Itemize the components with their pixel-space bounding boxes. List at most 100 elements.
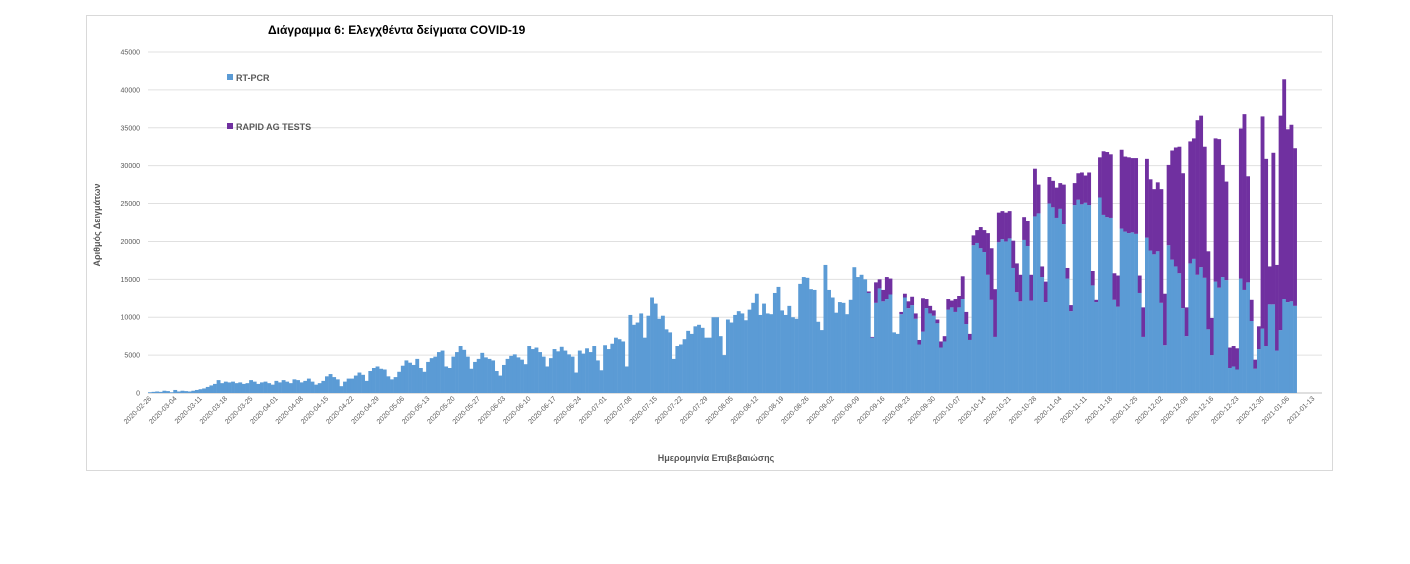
y-tick-label: 10000 <box>121 315 141 322</box>
bar-rt-pcr <box>1101 214 1106 393</box>
bar-rt-pcr <box>588 352 593 393</box>
bar-rt-pcr <box>325 376 329 393</box>
bar-rapid-ag <box>1231 346 1236 367</box>
bar-rt-pcr <box>986 274 990 393</box>
bar-rt-pcr <box>1043 302 1048 393</box>
bar-rt-pcr <box>274 380 279 393</box>
bar-rt-pcr <box>837 302 842 393</box>
bar-rt-pcr <box>194 389 199 393</box>
bar-rt-pcr <box>809 289 813 393</box>
bar-rt-pcr <box>715 317 719 393</box>
bar-rt-pcr <box>1098 197 1102 393</box>
bar-rt-pcr <box>577 350 582 393</box>
bar-rt-pcr <box>675 346 680 393</box>
bar-rapid-ag <box>1061 184 1066 225</box>
bar-rt-pcr <box>245 383 250 393</box>
bar-rt-pcr <box>1210 355 1214 393</box>
bar-rt-pcr <box>921 331 925 393</box>
bar-rt-pcr <box>718 336 723 393</box>
bar-rapid-ag <box>1199 115 1204 268</box>
bar-rt-pcr <box>368 371 373 393</box>
bar-rt-pcr <box>270 384 275 393</box>
bar-rapid-ag <box>960 276 965 300</box>
bar-rt-pcr <box>642 337 647 393</box>
bar-rt-pcr <box>1202 277 1207 393</box>
bar-rt-pcr <box>790 317 795 393</box>
bar-rt-pcr <box>744 320 748 393</box>
bar-rt-pcr <box>552 349 557 393</box>
bar-rt-pcr <box>1152 254 1157 393</box>
bar-rt-pcr <box>1275 350 1279 393</box>
bar-rt-pcr <box>595 360 600 393</box>
bar-rt-pcr <box>1076 199 1081 393</box>
bar-rt-pcr <box>1083 202 1088 393</box>
bar-rt-pcr <box>621 341 626 393</box>
bar-rt-pcr <box>433 356 438 393</box>
bar-rt-pcr <box>686 330 691 393</box>
bar-rt-pcr <box>1069 311 1073 393</box>
bar-rt-pcr <box>205 386 210 393</box>
legend-swatch-rt-pcr <box>227 74 233 80</box>
bar-rt-pcr <box>819 330 824 393</box>
bar-rt-pcr <box>386 376 391 393</box>
bar-rt-pcr <box>1191 258 1196 393</box>
bar-rt-pcr <box>704 337 709 393</box>
bar-rt-pcr <box>772 292 777 393</box>
bar-rapid-ag <box>1217 139 1222 288</box>
bar-rt-pcr <box>350 378 355 393</box>
bar-rapid-ag <box>1293 148 1297 306</box>
bar-rt-pcr <box>711 317 716 393</box>
bar-rapid-ag <box>1130 158 1135 233</box>
bar-rapid-ag <box>899 311 904 315</box>
bar-rt-pcr <box>1282 299 1287 393</box>
bar-rt-pcr <box>978 248 983 393</box>
x-axis-title: Ημερομηνία Επιβεβαιώσης <box>658 453 775 463</box>
bar-rt-pcr <box>209 385 214 393</box>
bar-rt-pcr <box>426 361 431 393</box>
bar-rt-pcr <box>751 302 756 393</box>
bar-rapid-ag <box>921 298 925 332</box>
bar-rt-pcr <box>884 299 889 393</box>
bar-rt-pcr <box>1137 292 1142 393</box>
bar-rt-pcr <box>512 354 517 393</box>
y-tick-label: 35000 <box>121 125 141 132</box>
bar-rt-pcr <box>1206 329 1211 393</box>
bar-rt-pcr <box>993 336 998 393</box>
bar-rt-pcr <box>624 366 629 393</box>
bar-rapid-ag <box>1242 114 1247 290</box>
bar-rt-pcr <box>967 339 972 393</box>
bar-rt-pcr <box>184 391 188 393</box>
bar-rt-pcr <box>447 367 452 393</box>
bar-rt-pcr <box>689 333 694 393</box>
bar-rapid-ag <box>1137 275 1142 293</box>
bar-rapid-ag <box>877 279 882 289</box>
bar-rapid-ag <box>1202 146 1207 278</box>
bar-rapid-ag <box>1224 181 1229 281</box>
y-tick-label: 0 <box>136 391 140 398</box>
bar-rt-pcr <box>520 359 524 393</box>
bar-rt-pcr <box>469 368 474 393</box>
bar-rt-pcr <box>646 315 651 393</box>
bar-rt-pcr <box>541 356 546 393</box>
bar-rt-pcr <box>765 313 770 393</box>
bar-rt-pcr <box>610 343 615 393</box>
bar-rt-pcr <box>1065 278 1070 393</box>
bar-rt-pcr <box>1022 239 1027 393</box>
bar-rt-pcr <box>606 349 611 393</box>
bar-rapid-ag <box>1083 175 1088 203</box>
bar-rt-pcr <box>780 310 785 393</box>
bar-rapid-ag <box>993 289 998 337</box>
bar-rt-pcr <box>1141 336 1146 393</box>
bar-rt-pcr <box>1090 285 1095 393</box>
bar-rt-pcr <box>895 333 900 393</box>
bar-rt-pcr <box>812 289 817 393</box>
bar-rt-pcr <box>664 329 669 393</box>
bar-rapid-ag <box>917 339 922 345</box>
bar-rapid-ag <box>996 212 1001 243</box>
bar-rt-pcr <box>429 358 434 393</box>
bar-rt-pcr <box>1025 245 1030 393</box>
bar-rt-pcr <box>404 360 409 393</box>
bar-rt-pcr <box>263 381 268 393</box>
bar-rapid-ag <box>1011 240 1016 268</box>
bar-rapid-ag <box>971 235 976 246</box>
